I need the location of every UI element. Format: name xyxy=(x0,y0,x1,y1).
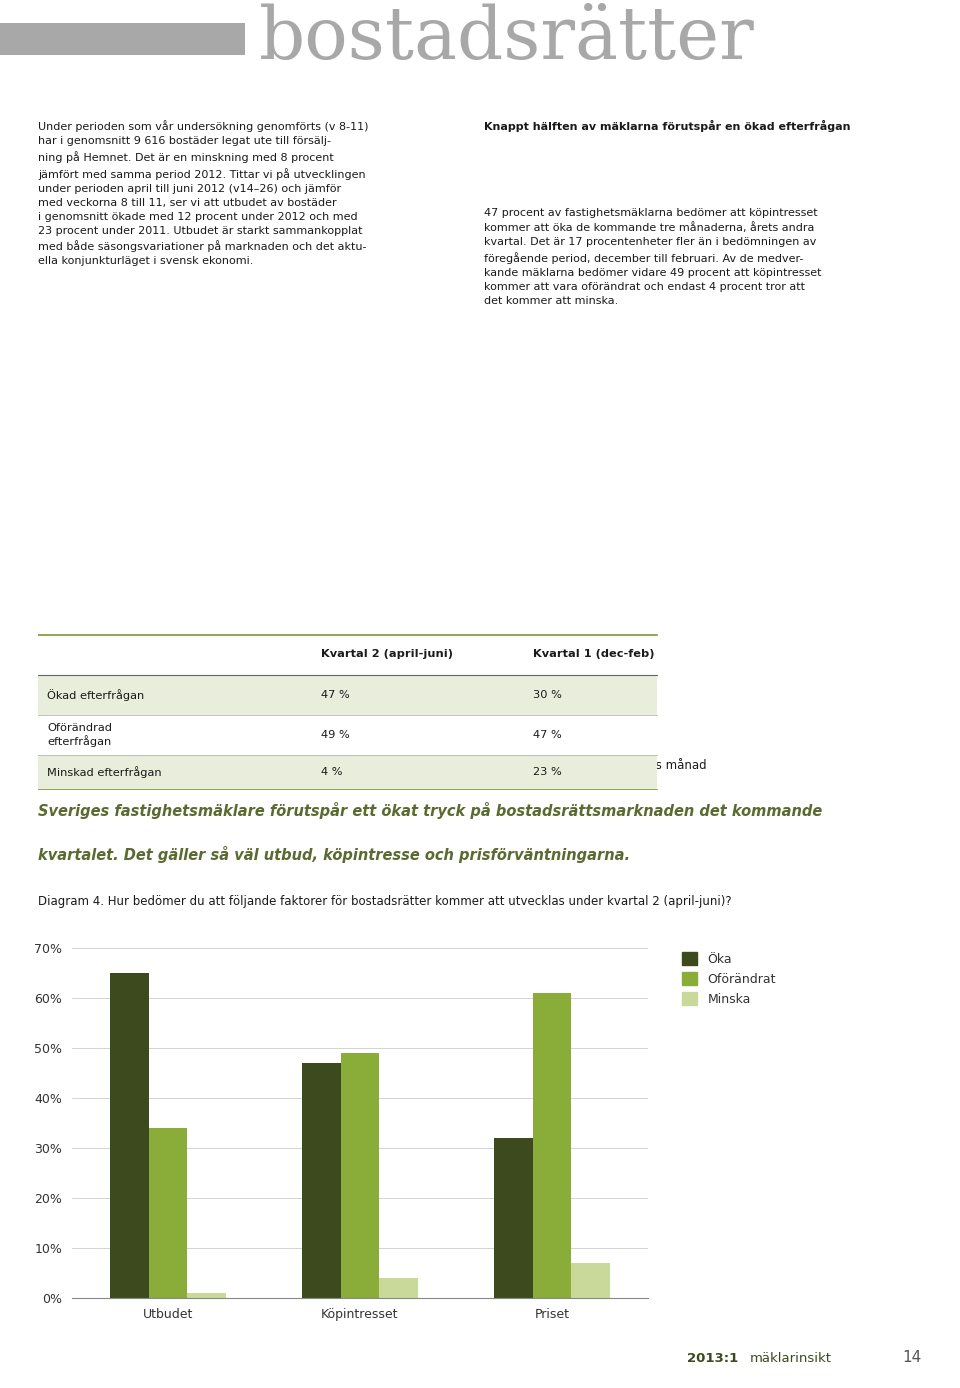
Bar xyxy=(38,755,657,790)
Text: Tabell 13. Bedömning av hur efterfrågan kommer att utvecklas 2013, prognoser frå: Tabell 13. Bedömning av hur efterfrågan … xyxy=(38,758,707,772)
Text: 49 %: 49 % xyxy=(321,730,349,740)
Text: Kvartal 1 (dec-feb): Kvartal 1 (dec-feb) xyxy=(533,650,655,659)
Text: 47 procent av fastighetsmäklarna bedömer att köpintresset
kommer att öka de komm: 47 procent av fastighetsmäklarna bedömer… xyxy=(485,208,822,307)
Text: 2013:1: 2013:1 xyxy=(687,1352,745,1364)
Text: Diagram 4. Hur bedömer du att följande faktorer för bostadsrätter kommer att utv: Diagram 4. Hur bedömer du att följande f… xyxy=(38,895,732,908)
Bar xyxy=(533,992,571,1298)
Text: 14: 14 xyxy=(902,1351,922,1366)
Bar xyxy=(571,1263,610,1298)
Text: 47 %: 47 % xyxy=(321,690,349,700)
Text: kvartalet. Det gäller så väl utbud, köpintresse och prisförväntningarna.: kvartalet. Det gäller så väl utbud, köpi… xyxy=(38,847,631,863)
Bar xyxy=(38,675,657,715)
Bar xyxy=(110,973,149,1298)
Bar xyxy=(187,1294,226,1298)
Text: Sveriges fastighetsmäklare förutspår ett ökat tryck på bostadsrättsmarknaden det: Sveriges fastighetsmäklare förutspår ett… xyxy=(38,802,823,819)
Text: Oförändrad
efterfrågan: Oförändrad efterfrågan xyxy=(47,723,112,747)
Bar xyxy=(0,24,245,56)
Text: 23 %: 23 % xyxy=(533,768,562,777)
Text: Minskad efterfrågan: Minskad efterfrågan xyxy=(47,766,162,779)
Text: mäklarinsikt: mäklarinsikt xyxy=(750,1352,831,1364)
Bar xyxy=(341,1053,379,1298)
Text: Under perioden som vår undersökning genomförts (v 8-11)
har i genomsnitt 9 616 b: Under perioden som vår undersökning geno… xyxy=(38,119,369,266)
Text: 4 %: 4 % xyxy=(321,768,343,777)
Text: Kvartal 2 (april-juni): Kvartal 2 (april-juni) xyxy=(321,650,453,659)
Text: Knappt hälften av mäklarna förutspår en ökad efterfrågan: Knappt hälften av mäklarna förutspår en … xyxy=(485,119,851,132)
Bar xyxy=(379,1278,418,1298)
Bar xyxy=(149,1128,187,1298)
Text: 30 %: 30 % xyxy=(533,690,562,700)
Text: bostadsrätter: bostadsrätter xyxy=(259,3,755,74)
Text: 47 %: 47 % xyxy=(533,730,562,740)
Legend: Öka, Oförändrat, Minska: Öka, Oförändrat, Minska xyxy=(678,947,780,1010)
Bar xyxy=(494,1138,533,1298)
Text: Ökad efterfrågan: Ökad efterfrågan xyxy=(47,688,145,701)
Bar xyxy=(302,1063,341,1298)
